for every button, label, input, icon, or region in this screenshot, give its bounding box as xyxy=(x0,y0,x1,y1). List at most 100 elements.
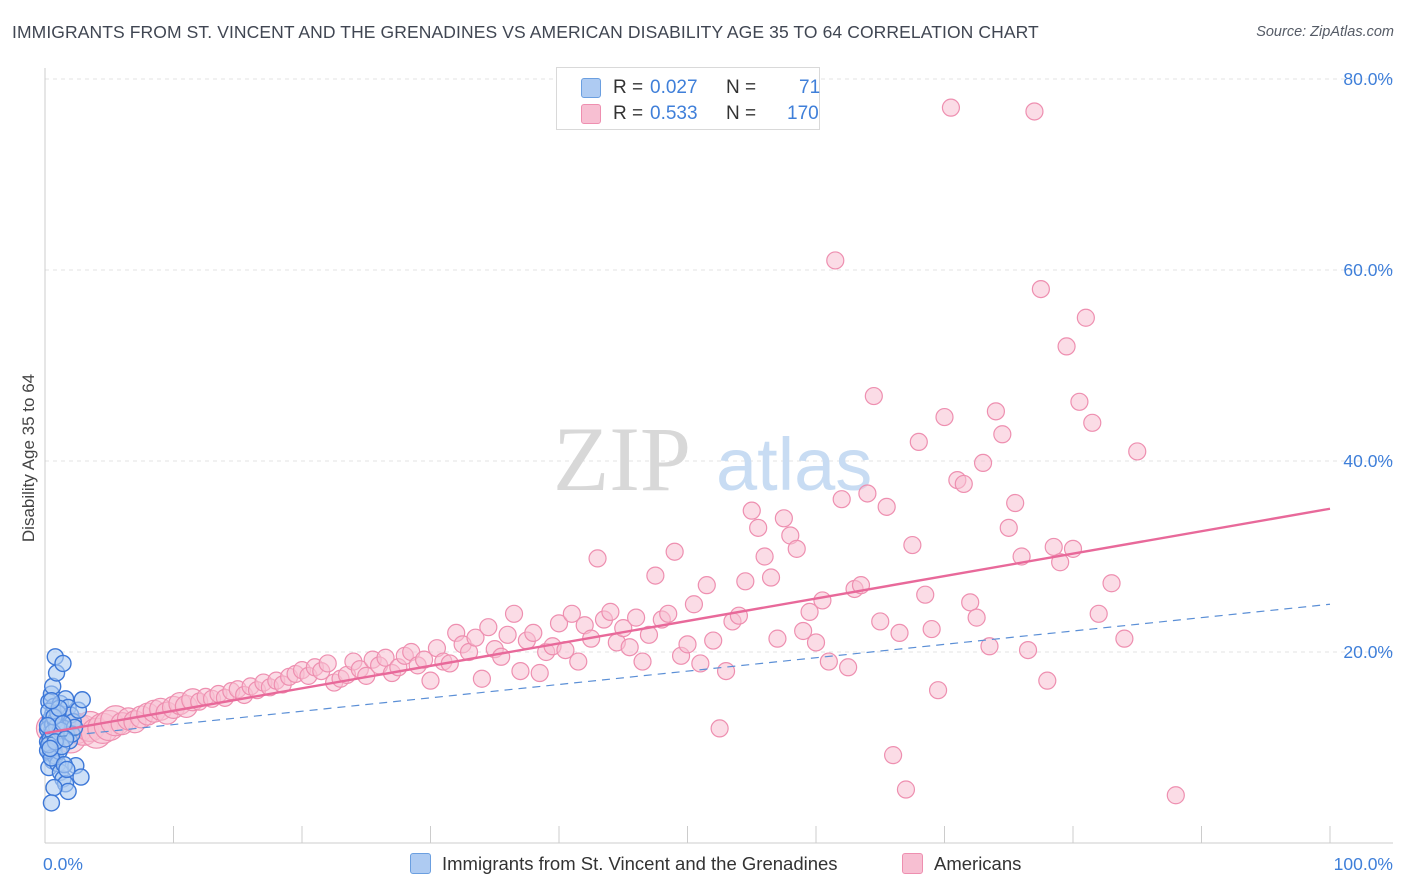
americans-point xyxy=(479,618,498,637)
americans-point xyxy=(794,621,813,641)
americans-point xyxy=(665,542,684,561)
chart-title: IMMIGRANTS FROM ST. VINCENT AND THE GREN… xyxy=(12,22,1039,42)
americans-point xyxy=(749,518,768,537)
americans-point xyxy=(903,535,922,555)
legend-swatch-blue xyxy=(410,853,431,874)
americans-point xyxy=(890,623,909,643)
americans-point xyxy=(659,604,678,623)
americans-point xyxy=(639,625,659,644)
immigrants-point xyxy=(45,778,63,797)
americans-point xyxy=(691,654,710,673)
americans-point xyxy=(1076,308,1095,327)
immigrants-point xyxy=(72,768,90,786)
americans-point xyxy=(1006,493,1025,513)
y-tick-label: 40.0% xyxy=(1343,451,1393,471)
americans-point xyxy=(1038,671,1057,690)
legend-swatch-pink xyxy=(902,853,923,874)
americans-point xyxy=(1083,413,1102,432)
americans-point xyxy=(492,647,511,666)
americans-point xyxy=(755,547,774,566)
americans-point xyxy=(601,602,620,621)
americans-point xyxy=(549,614,569,633)
americans-point xyxy=(588,549,607,568)
americans-point xyxy=(524,623,543,643)
americans-point xyxy=(684,595,704,614)
americans-point xyxy=(871,612,890,631)
americans-point xyxy=(993,425,1012,444)
americans-point xyxy=(916,585,935,604)
correlation-legend: R = 0.027 N = 71 R = 0.533 N = 170 xyxy=(556,67,820,130)
americans-point xyxy=(376,648,395,667)
immigrants-point xyxy=(59,782,77,801)
americans-point xyxy=(620,638,639,657)
americans-trend-line xyxy=(44,507,1331,735)
americans-point xyxy=(1070,392,1089,411)
americans-point xyxy=(1025,102,1044,121)
americans-point xyxy=(922,619,941,639)
americans-point xyxy=(941,98,961,117)
americans-point xyxy=(704,631,723,650)
americans-point xyxy=(954,474,973,494)
n-value: 170 xyxy=(787,103,819,124)
americans-point xyxy=(498,625,517,644)
americans-point xyxy=(466,628,485,647)
immigrants-point xyxy=(58,760,76,779)
americans-point xyxy=(768,629,787,648)
americans-point xyxy=(858,484,877,503)
americans-point xyxy=(935,407,954,427)
y-axis-title: Disability Age 35 to 64 xyxy=(19,374,38,542)
americans-point xyxy=(1018,640,1038,660)
americans-point xyxy=(1166,786,1185,805)
americans-point xyxy=(961,593,980,612)
immigrants-point xyxy=(42,794,61,812)
source-label: Source: ZipAtlas.com xyxy=(1256,24,1394,40)
americans-point xyxy=(1115,629,1134,648)
immigrants-point xyxy=(41,739,59,758)
americans-point xyxy=(562,604,581,623)
americans-point xyxy=(999,518,1018,537)
americans-point xyxy=(800,602,819,621)
legend-label-immigrants: Immigrants from St. Vincent and the Gren… xyxy=(442,853,838,874)
americans-point xyxy=(819,652,838,671)
americans-point xyxy=(1128,442,1147,461)
r-value: 0.027 xyxy=(650,77,698,98)
n-value: 71 xyxy=(799,77,821,98)
americans-point xyxy=(569,652,588,671)
immigrants-point xyxy=(42,692,61,710)
americans-point xyxy=(1044,537,1063,557)
watermark-atlas: atlas xyxy=(716,423,872,506)
x-tick-label: 100.0% xyxy=(1334,854,1393,874)
r-value: 0.533 xyxy=(650,103,698,124)
legend-swatch-pink xyxy=(581,104,601,124)
americans-point xyxy=(472,669,491,688)
x-tick-label: 0.0% xyxy=(43,854,83,874)
americans-point xyxy=(909,432,928,451)
americans-point xyxy=(318,654,337,673)
americans-point xyxy=(864,386,883,406)
americans-point xyxy=(626,608,646,627)
americans-point xyxy=(1057,337,1076,356)
n-label: N = xyxy=(726,77,757,98)
americans-point xyxy=(736,572,755,591)
americans-point xyxy=(806,633,826,652)
americans-point xyxy=(716,661,736,681)
r-label: R = xyxy=(613,103,644,124)
americans-point xyxy=(504,604,524,623)
legend-swatch-blue xyxy=(581,78,601,98)
americans-point xyxy=(928,681,948,700)
americans-point xyxy=(967,608,986,627)
americans-point xyxy=(832,490,851,509)
americans-point xyxy=(980,637,999,656)
americans-point xyxy=(678,635,697,654)
watermark-zip: ZIP xyxy=(553,408,691,510)
americans-point xyxy=(421,671,440,690)
immigrants-point xyxy=(73,691,91,709)
immigrants-point xyxy=(54,654,72,673)
americans-point xyxy=(633,652,652,671)
y-tick-label: 80.0% xyxy=(1343,69,1393,89)
r-label: R = xyxy=(613,77,644,98)
americans-point xyxy=(877,497,896,516)
americans-point xyxy=(646,566,665,585)
americans-point xyxy=(774,509,793,528)
